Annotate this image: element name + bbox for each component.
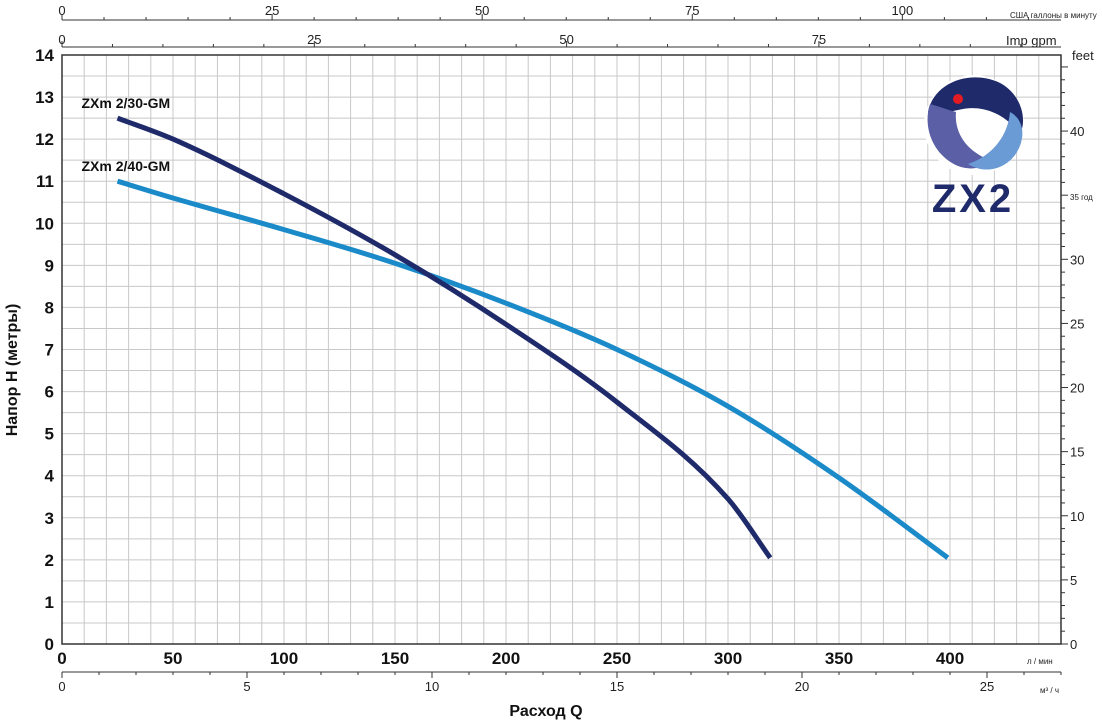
series-line-zxm-2-40-gm [116,178,950,560]
x-tick-label: 300 [714,649,742,668]
y-axis-title: Напор H (метры) [4,304,21,437]
x-tick-label: 350 [825,649,853,668]
y-tick-label: 2 [45,551,54,570]
y-tick-label: 12 [35,130,54,149]
x2-tick-label: 0 [58,679,65,694]
top1-tick-label: 75 [685,3,699,18]
right-unit-label: feet [1072,48,1094,63]
logo-swirl-dark-icon [928,77,1024,134]
top1-tick-label: 0 [58,3,65,18]
y-tick-label: 3 [45,509,54,528]
series-label-zxm-2-30-gm: ZXm 2/30-GM [82,95,171,111]
y-tick-label: 14 [35,46,54,65]
x2-tick-label: 5 [243,679,250,694]
y-tick-label: 9 [45,256,54,275]
x2-unit-label: м³ / ч [1040,686,1059,695]
x-tick-label: 200 [492,649,520,668]
x-axis-title: Расход Q [509,703,582,720]
y-tick-label: 6 [45,383,54,402]
x-tick-label: 100 [270,649,298,668]
logo-red-dot-icon [953,94,963,104]
y-tick-label: 11 [36,172,54,191]
top2-tick-label: 50 [559,32,573,47]
y-tick-label: 7 [45,341,54,360]
x-tick-label: 400 [936,649,964,668]
top2-tick-label: 25 [307,32,321,47]
y-tick-label: 1 [45,593,54,612]
logo-text: ZX2 [932,177,1014,221]
x-tick-label: 150 [381,649,409,668]
x2-tick-label: 20 [795,679,809,694]
top1-unit-label: США галлоны в минуту [1010,11,1097,20]
top2-unit-label: Imp gpm [1006,33,1057,48]
right-tick-label: 30 [1070,252,1084,267]
top1-tick-label: 100 [892,3,914,18]
y-tick-label: 0 [45,635,54,654]
x-tick-label: 50 [164,649,183,668]
top1-tick-label: 25 [265,3,279,18]
top2-tick-label: 0 [58,32,65,47]
x2-tick-label: 10 [425,679,439,694]
right-tick-label: 10 [1070,509,1084,524]
right-tick-label: 40 [1070,124,1084,139]
y-tick-label: 4 [45,467,55,486]
series-line-zxm-2-30-gm [116,115,773,560]
right-tick-label: 5 [1070,573,1077,588]
right-tick-label: 15 [1070,445,1084,460]
logo-swirl-mid-icon [927,104,990,169]
x2-tick-label: 25 [980,679,994,694]
zx2-logo: ZX2 [924,75,1024,221]
right-tick-label: 0 [1070,637,1077,652]
grid [61,54,1062,645]
x-unit-label: л / мин [1027,657,1053,666]
y-tick-label: 5 [45,425,54,444]
y-tick-label: 8 [45,298,54,317]
y-tick-label: 13 [35,88,54,107]
series-label-zxm-2-40-gm: ZXm 2/40-GM [82,158,171,174]
x-tick-label: 0 [57,649,66,668]
top1-tick-label: 50 [475,3,489,18]
x2-tick-label: 15 [610,679,624,694]
right-tick-label: 25 [1070,316,1084,331]
x-tick-label: 250 [603,649,631,668]
right-small-label: 35 год [1070,193,1093,202]
y-tick-label: 10 [35,214,54,233]
top2-tick-label: 75 [812,32,826,47]
right-tick-label: 20 [1070,381,1084,396]
series-layer: ZXm 2/30-GM ZXm 2/40-GM [82,95,950,560]
logo-swirl-light-icon [968,112,1023,170]
